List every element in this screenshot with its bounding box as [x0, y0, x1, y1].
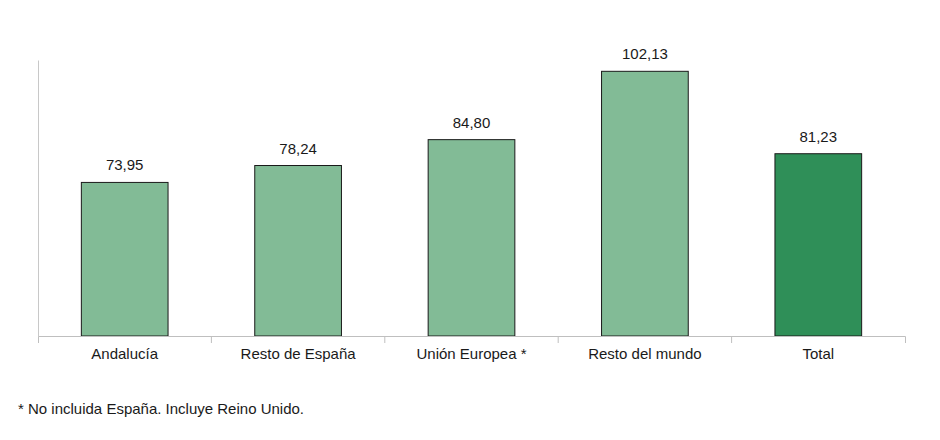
plot: Andalucía Resto de España Unión Europea * R… — [39, 45, 906, 361]
category-separator — [558, 336, 559, 343]
data-label: 73,95 — [106, 156, 144, 173]
bar — [602, 71, 689, 336]
x-axis-line — [39, 337, 906, 344]
x-tick: Unión Europea * — [416, 336, 526, 362]
category-separator — [731, 336, 732, 343]
data-label: 102,13 — [622, 45, 668, 62]
x-tick-label: Andalucía — [91, 345, 158, 362]
x-tick: Resto de España — [241, 336, 357, 362]
y-axis — [38, 61, 39, 337]
category-separator — [211, 336, 212, 343]
x-tick: Total — [802, 336, 834, 362]
bar — [428, 140, 515, 336]
data-label: 78,24 — [279, 140, 317, 157]
x-axis: Andalucía Resto de España Unión Europea * R… — [39, 336, 906, 362]
x-tick: Andalucía — [91, 336, 158, 362]
data-label: 84,80 — [453, 114, 491, 131]
y-axis-line — [38, 61, 39, 337]
x-tick-label: Resto de España — [241, 345, 357, 362]
x-tick-label: Resto del mundo — [588, 345, 701, 362]
data-label: 81,23 — [800, 128, 838, 145]
x-tick-label: Unión Europea * — [416, 345, 526, 362]
footnote: * No incluida España. Incluye Reino Unid… — [18, 400, 304, 417]
data-labels: 73,95 78,24 84,80 102,13 81,23 — [106, 45, 837, 173]
x-tick: Resto del mundo — [588, 336, 701, 362]
bar — [775, 154, 862, 336]
bar — [255, 166, 342, 336]
category-separator — [384, 336, 385, 343]
bar — [81, 182, 168, 336]
chart: Andalucía Resto de España Unión Europea * R… — [0, 0, 940, 440]
bars — [81, 71, 861, 336]
x-tick-label: Total — [802, 345, 834, 362]
